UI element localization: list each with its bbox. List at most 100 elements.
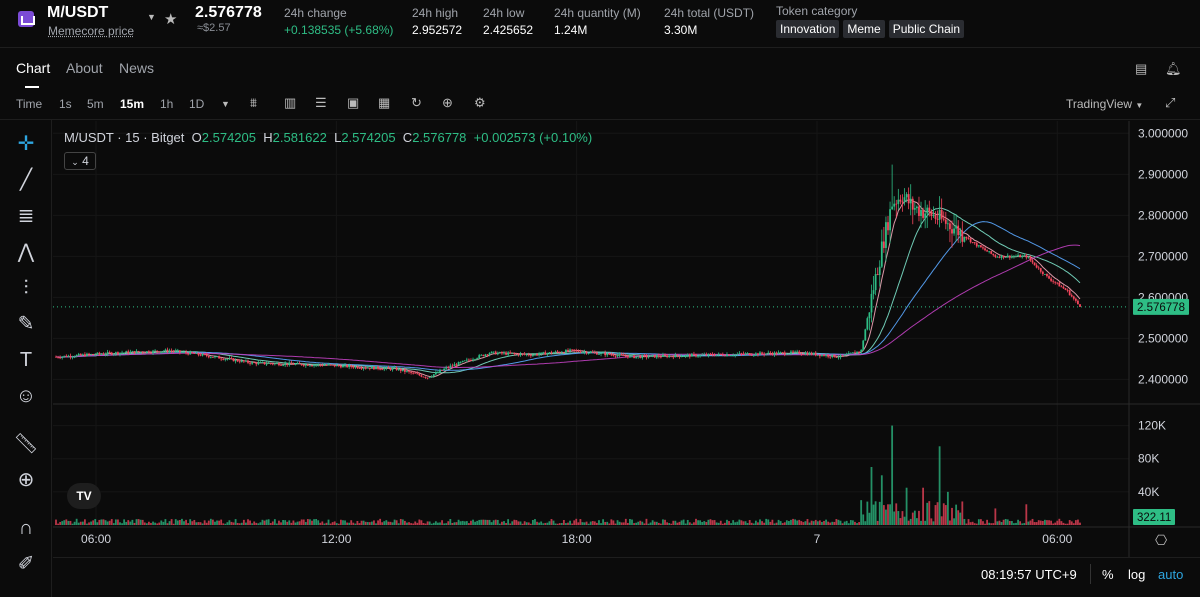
volume-bar (273, 519, 276, 525)
candle-body (362, 367, 365, 369)
volume-bar (476, 520, 479, 525)
lock-drawings-icon[interactable]: ✐ (17, 553, 35, 575)
volume-bar (278, 520, 280, 525)
interval-5m[interactable]: 5m (87, 97, 104, 111)
tradingview-logo[interactable]: TV (67, 483, 101, 509)
pattern-icon[interactable]: ⋀ (17, 241, 35, 263)
log-toggle[interactable]: log (1128, 567, 1146, 582)
tab-about[interactable]: About (66, 60, 103, 76)
candle-body (55, 356, 57, 358)
indicators-icon[interactable]: ⩩ (250, 95, 257, 110)
interval-time[interactable]: Time (16, 97, 43, 111)
prediction-icon[interactable]: ⫶ (23, 277, 29, 299)
candle-body (110, 352, 113, 355)
candle-body (96, 352, 99, 355)
volume-bar (263, 520, 266, 525)
fib-retracement-icon[interactable]: ≣ (17, 205, 35, 227)
candle-body (589, 352, 592, 354)
volume-bar (713, 520, 716, 525)
more-intervals-icon[interactable]: ▼ (221, 99, 230, 109)
trend-line-icon[interactable]: ╱ (19, 169, 33, 191)
token-subtitle[interactable]: Memecore price (48, 24, 135, 38)
pair-dropdown-icon[interactable]: ▼ (147, 12, 156, 22)
pair-name[interactable]: M/USDT (47, 4, 109, 21)
clock[interactable]: 08:19:57 UTC+9 (981, 567, 1077, 582)
settings-gear-icon[interactable]: ⚙ (474, 95, 486, 110)
zoom-in-icon[interactable]: ⊕ (17, 469, 35, 491)
candle-body (754, 353, 757, 355)
candle-body (618, 354, 621, 356)
candle-body (125, 351, 128, 353)
alert-bell-icon[interactable]: 🔔︎ (1165, 61, 1182, 76)
legend-symbol[interactable]: M/USDT · 15 · Bitget (64, 130, 185, 145)
volume-bar (1000, 522, 1003, 525)
candle-body (131, 351, 134, 353)
crosshair-icon[interactable]: ✛ (17, 133, 35, 155)
candle-body (907, 194, 910, 204)
legend-change: +0.002573 (+0.10%) (473, 130, 593, 145)
volume-bar (662, 519, 664, 525)
volume-bar (944, 505, 947, 525)
text-tool-icon[interactable]: T (19, 349, 33, 371)
emoji-icon[interactable]: ☺ (15, 385, 37, 407)
volume-bar (373, 520, 375, 525)
interval-15m[interactable]: 15m (120, 97, 145, 111)
candle-body (224, 359, 227, 360)
candle-body (1015, 256, 1017, 258)
fullscreen-icon[interactable]: ⤢ (1165, 95, 1176, 110)
chart-area[interactable]: 3.0000002.9000002.8000002.7000002.600000… (53, 121, 1200, 557)
candle-body (895, 203, 898, 205)
volume-bar (329, 523, 332, 525)
candle-body (951, 229, 953, 234)
screenshot-icon[interactable]: ▣ (347, 95, 360, 110)
candle-body (802, 354, 805, 355)
volume-bar (864, 521, 867, 525)
candle-body (521, 353, 524, 355)
interval-1s[interactable]: 1s (59, 97, 72, 111)
volume-bar (519, 521, 522, 525)
volume-bar (488, 519, 491, 525)
volume-bar (280, 522, 282, 525)
candle-body (170, 350, 173, 352)
candle-body (379, 368, 382, 370)
candle-body (441, 370, 443, 371)
interval-1d[interactable]: 1D (189, 97, 205, 111)
volume-bar (75, 518, 78, 525)
volume-bar (94, 519, 97, 525)
templates-icon[interactable]: ☰ (315, 95, 327, 110)
percent-toggle[interactable]: % (1102, 567, 1114, 582)
volume-bar (624, 518, 627, 525)
volume-tick: 80K (1138, 452, 1159, 466)
tab-chart[interactable]: Chart (16, 60, 51, 76)
candle-body (354, 366, 357, 368)
add-icon[interactable]: ⊕ (442, 95, 453, 110)
tag-meme[interactable]: Meme (843, 20, 885, 38)
ruler-icon[interactable]: 📏︎ (13, 433, 39, 455)
brush-icon[interactable]: ✎ (17, 313, 35, 335)
interval-1h[interactable]: 1h (160, 97, 174, 111)
legend-c-label: C (402, 130, 413, 145)
tag-public-chain[interactable]: Public Chain (888, 20, 965, 38)
candle-body (740, 353, 743, 355)
tab-news[interactable]: News (119, 60, 155, 76)
candle-body (583, 351, 586, 353)
volume-bar (1070, 521, 1073, 525)
calendar-icon[interactable]: ▦ (378, 95, 391, 110)
tag-innovation[interactable]: Innovation (776, 20, 840, 38)
candle-body (350, 365, 353, 367)
candle-body (317, 364, 320, 366)
candle-body (220, 358, 223, 360)
volume-bar (166, 523, 169, 525)
notes-icon[interactable]: ▤ (1135, 61, 1148, 76)
favorite-star-icon[interactable]: ★ (164, 11, 178, 28)
candle-body (593, 352, 596, 354)
candle-type-icon[interactable]: ▥ (284, 95, 297, 110)
replay-icon[interactable]: ↻ (411, 95, 422, 110)
tradingview-dropdown[interactable]: TradingView ▼ (1066, 97, 1144, 111)
magnet-icon[interactable]: ∩ (18, 517, 34, 539)
indicators-toggle[interactable]: ⌄ 4 (64, 152, 96, 170)
candle-body (949, 223, 951, 230)
auto-toggle[interactable]: auto (1158, 567, 1184, 582)
candle-body (360, 368, 363, 370)
volume-bar (527, 522, 530, 525)
